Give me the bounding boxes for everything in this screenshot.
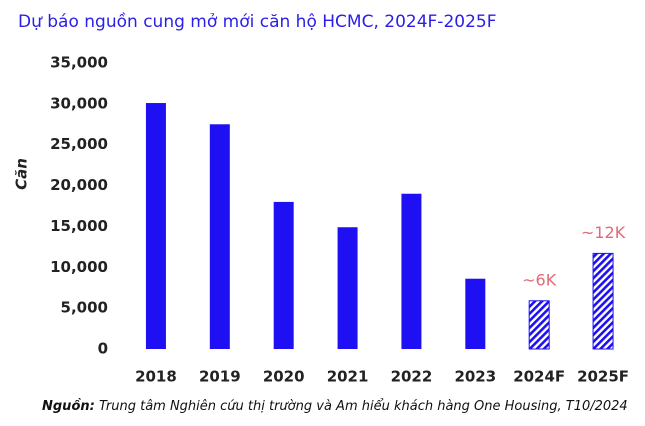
- y-tick-label: 30,000: [50, 94, 108, 112]
- x-tick-label: 2023: [454, 368, 496, 386]
- x-tick-label: 2025F: [577, 368, 629, 386]
- x-tick-label: 2019: [199, 368, 241, 386]
- y-tick-label: 0: [98, 340, 108, 358]
- bar: [465, 278, 486, 349]
- y-tick-label: 10,000: [50, 258, 108, 276]
- chart-title: Dự báo nguồn cung mở mới căn hộ HCMC, 20…: [18, 11, 496, 32]
- y-tick-label: 20,000: [50, 176, 108, 194]
- forecast-bar: [592, 252, 614, 350]
- forecast-bar: [528, 300, 550, 350]
- value-label: ~6K: [522, 270, 557, 289]
- x-tick-label: 2024F: [513, 368, 565, 386]
- bar: [401, 193, 422, 349]
- y-axis-label: Căn: [13, 158, 31, 190]
- source-label: Nguồn:: [42, 399, 95, 414]
- y-tick-label: 15,000: [50, 217, 108, 235]
- source-text: Trung tâm Nghiên cứu thị trường và Am hi…: [95, 399, 628, 414]
- y-tick-label: 5,000: [61, 299, 108, 317]
- bar: [273, 201, 294, 349]
- value-label: ~12K: [581, 223, 626, 242]
- x-tick-label: 2018: [135, 368, 177, 386]
- bar: [145, 103, 166, 349]
- x-tick-label: 2021: [327, 368, 369, 386]
- source-note: Nguồn: Trung tâm Nghiên cứu thị trường v…: [42, 399, 628, 414]
- bar: [209, 124, 230, 350]
- x-tick-label: 2022: [391, 368, 433, 386]
- x-tick-label: 2020: [263, 368, 305, 386]
- y-tick-label: 35,000: [50, 54, 108, 72]
- bar: [337, 227, 358, 349]
- y-tick-label: 25,000: [50, 135, 108, 153]
